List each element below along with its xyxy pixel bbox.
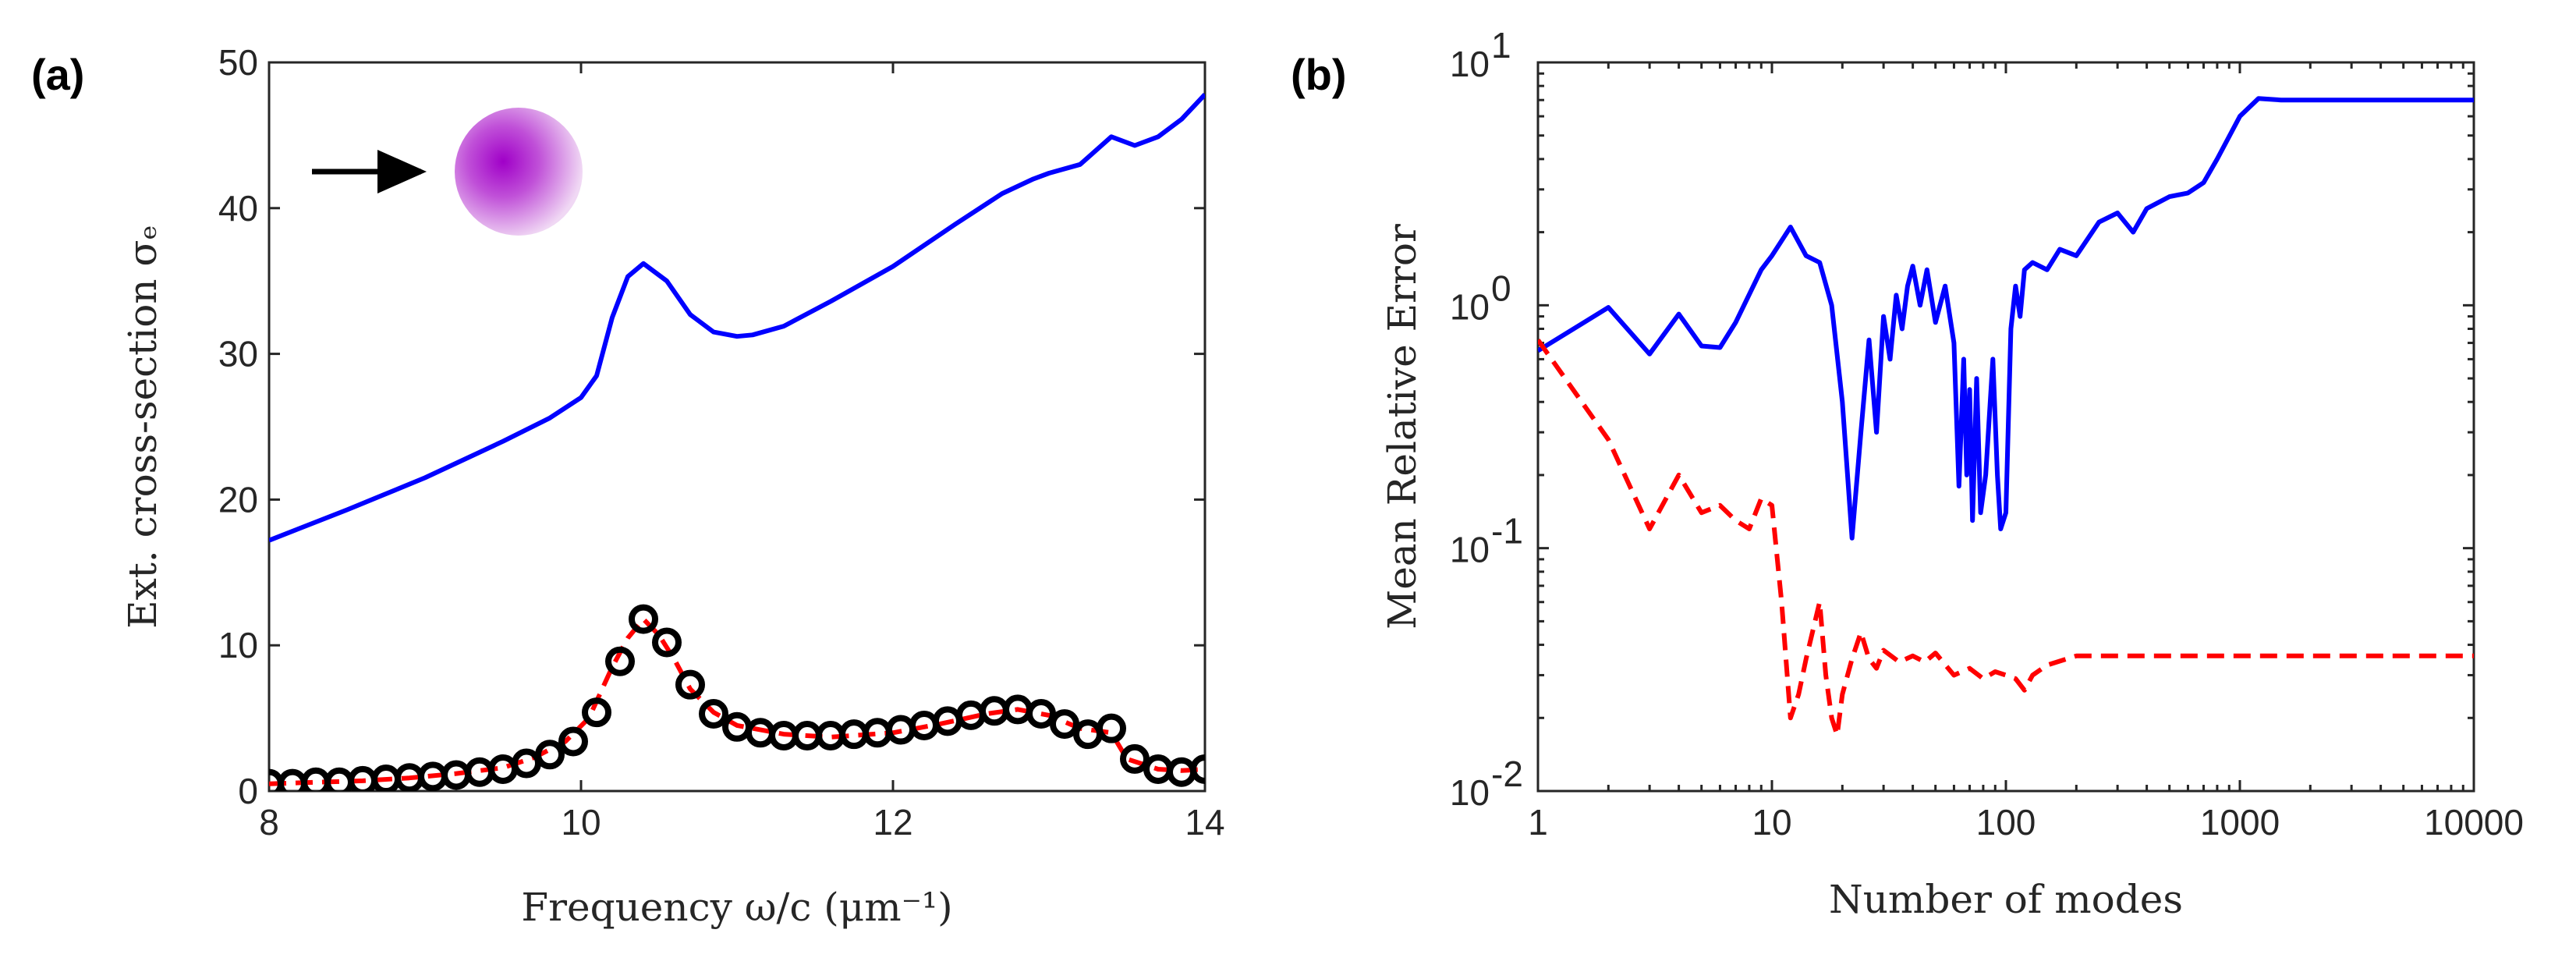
y-tick-label: 50 bbox=[218, 42, 258, 83]
data-point-marker bbox=[629, 604, 658, 634]
blue-solid-line bbox=[1538, 96, 2474, 541]
data-point-marker bbox=[699, 698, 728, 729]
panel-a-ylabel: Ext. cross-section σₑ bbox=[120, 225, 165, 629]
y-tick-label: 10 bbox=[1450, 44, 1490, 84]
panel-a-label: (a) bbox=[31, 50, 84, 99]
y-tick-label: 10 bbox=[1450, 772, 1490, 813]
panel-b-ylabel: Mean Relative Error bbox=[1380, 224, 1425, 630]
y-tick-label: 20 bbox=[218, 479, 258, 520]
y-tick-label: 10 bbox=[1450, 286, 1490, 327]
y-tick-label: 40 bbox=[218, 188, 258, 229]
x-tick-label: 14 bbox=[1185, 802, 1224, 843]
panel-a-plot-area bbox=[269, 93, 1205, 791]
y-tick-label-exponent: -2 bbox=[1491, 754, 1523, 794]
data-point-marker bbox=[675, 669, 705, 700]
panel-b-xlabel: Number of modes bbox=[1829, 877, 2183, 922]
y-tick-label: 0 bbox=[238, 771, 258, 811]
y-tick-label-exponent: -1 bbox=[1491, 511, 1523, 552]
x-tick-label: 10 bbox=[561, 802, 601, 843]
data-point-marker bbox=[558, 726, 588, 757]
x-tick-label: 10000 bbox=[2424, 802, 2524, 843]
panel-b-ticks bbox=[1536, 61, 2475, 793]
y-tick-label: 10 bbox=[218, 625, 258, 665]
panel-a-xlabel: Frequency ω/c (μm⁻¹) bbox=[521, 885, 952, 930]
x-tick-label: 1 bbox=[1528, 802, 1548, 843]
red-dashed-line bbox=[1538, 339, 2474, 738]
x-tick-label: 10 bbox=[1752, 802, 1791, 843]
data-point-marker bbox=[1026, 698, 1056, 729]
panel-a: (a) 8 10 12 14 0 10 20 30 40 50 Frequency ω/c (μm… bbox=[31, 42, 1225, 930]
panel-a-inset bbox=[312, 108, 583, 236]
data-point-marker bbox=[652, 627, 682, 658]
x-tick-label: 8 bbox=[259, 802, 279, 843]
y-tick-label-exponent: 1 bbox=[1491, 25, 1511, 66]
data-point-marker bbox=[582, 697, 611, 728]
x-tick-label: 12 bbox=[873, 802, 912, 843]
data-point-marker bbox=[465, 757, 494, 787]
data-point-marker bbox=[1190, 754, 1205, 784]
x-tick-label: 100 bbox=[1976, 802, 2036, 843]
x-tick-label: 1000 bbox=[2200, 802, 2280, 843]
y-tick-label: 30 bbox=[218, 334, 258, 374]
data-point-marker bbox=[535, 740, 565, 770]
data-point-marker bbox=[1073, 719, 1103, 750]
data-point-marker bbox=[1120, 743, 1150, 774]
sphere-icon bbox=[455, 108, 583, 236]
data-point-marker bbox=[1097, 713, 1126, 743]
panel-b-label: (b) bbox=[1291, 50, 1347, 99]
y-tick-label: 10 bbox=[1450, 530, 1490, 570]
y-tick-label-exponent: 0 bbox=[1491, 268, 1511, 308]
panel-b-plot-area bbox=[1538, 96, 2474, 738]
panel-a-axes-box bbox=[268, 61, 1207, 793]
data-point-marker bbox=[605, 646, 635, 676]
data-point-marker bbox=[1050, 709, 1079, 740]
red-dashed-line bbox=[269, 616, 1205, 786]
blue-solid-line bbox=[269, 93, 1205, 543]
panel-a-tick-labels: 8 10 12 14 0 10 20 30 40 50 bbox=[218, 42, 1225, 843]
